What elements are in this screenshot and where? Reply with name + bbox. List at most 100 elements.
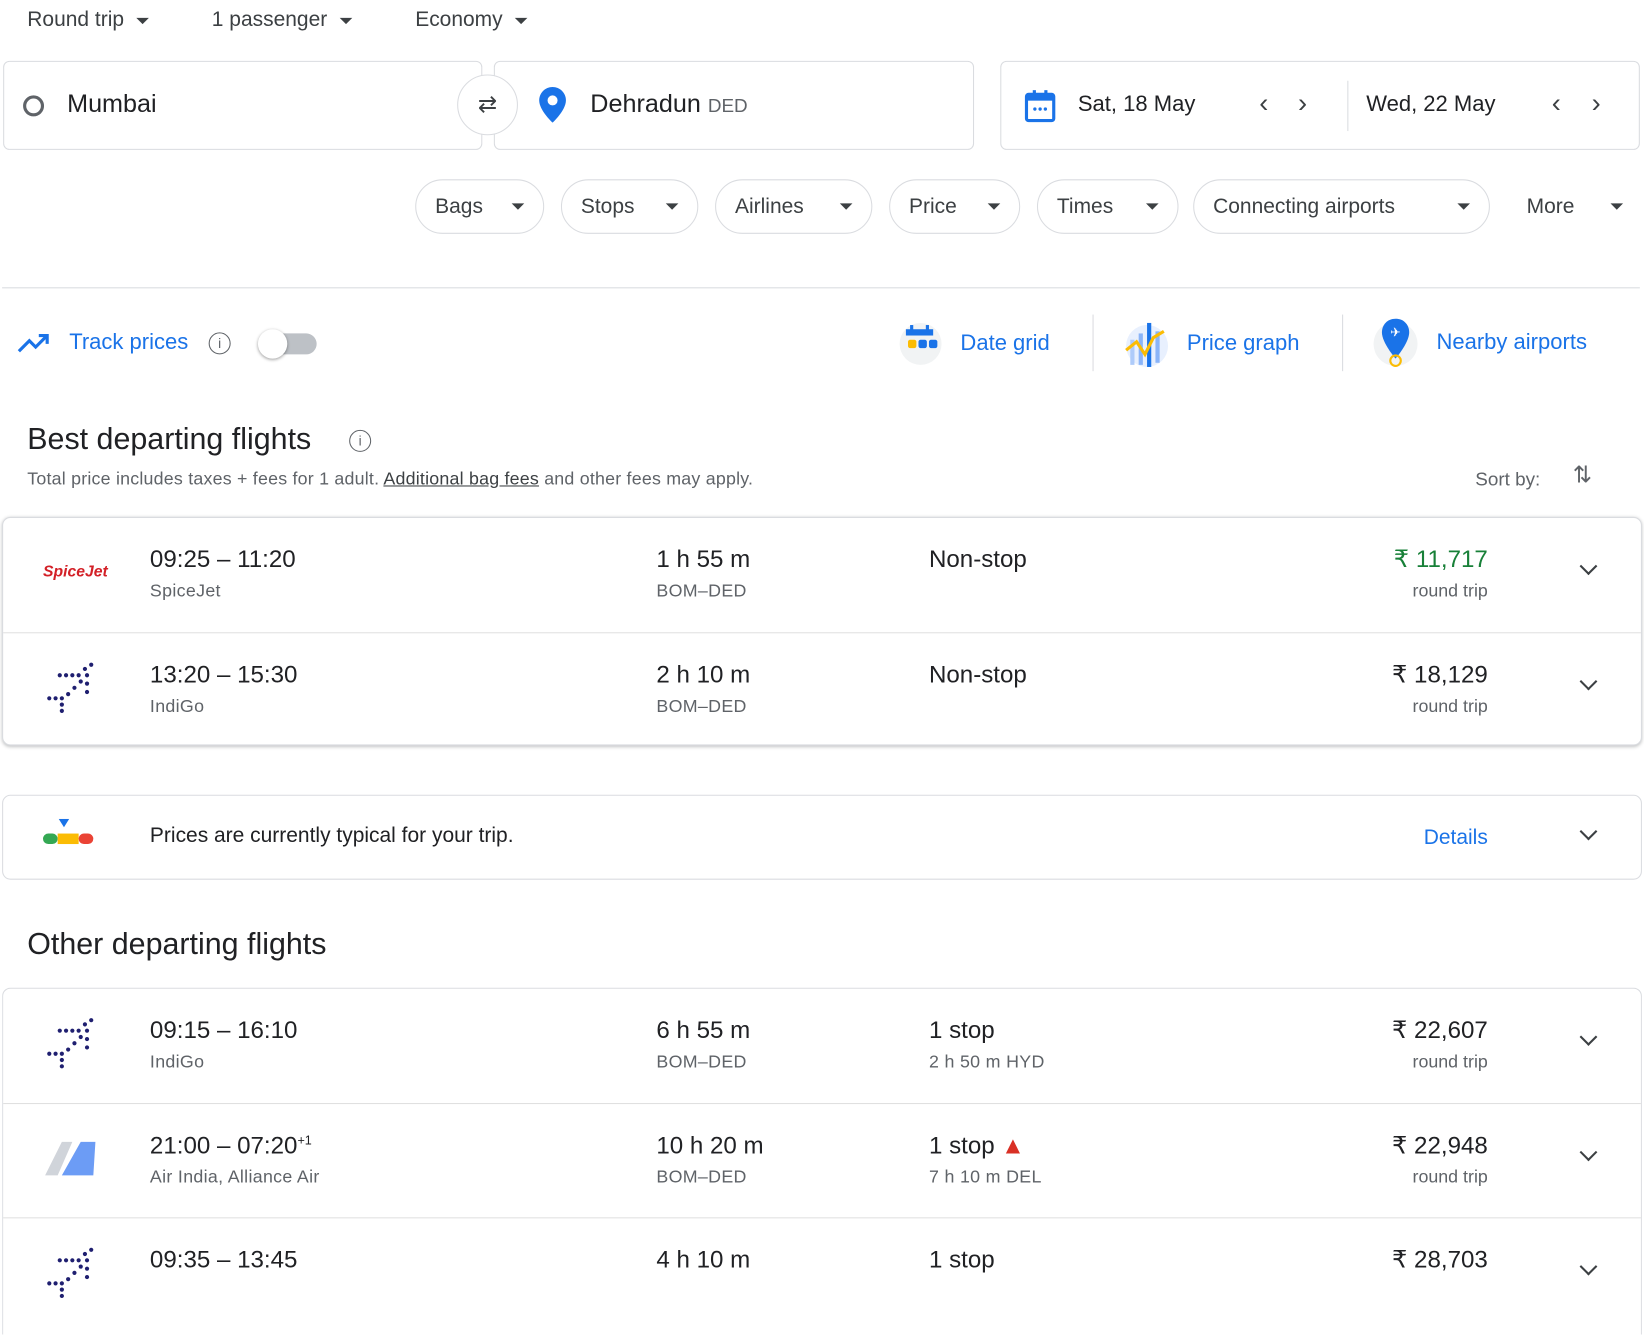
indigo-logo — [47, 662, 94, 713]
filter-times[interactable]: Times — [1036, 179, 1179, 234]
prev-depart-date-button[interactable]: ‹ — [1259, 87, 1269, 119]
filter-label: Stops — [580, 194, 635, 218]
track-prices-label: Track prices — [69, 330, 189, 355]
airline-name: SpiceJet — [149, 580, 221, 601]
flight-route: BOM–DED — [656, 1166, 747, 1187]
swap-button[interactable]: ⇄ — [457, 74, 518, 136]
date-grid-button[interactable]: Date grid — [898, 321, 1050, 367]
nearby-airports-button[interactable]: ✈ Nearby airports — [1371, 317, 1587, 369]
flight-price: ₹ 28,703 — [1392, 1245, 1488, 1273]
filter-label: Connecting airports — [1213, 194, 1395, 218]
price-graph-button[interactable]: Price graph — [1122, 319, 1300, 369]
sort-label: Sort by: — [1475, 468, 1541, 490]
swap-icon: ⇄ — [477, 91, 498, 118]
sort-button[interactable]: ⇅ — [1573, 461, 1592, 488]
filter-stops[interactable]: Stops — [560, 179, 699, 234]
flight-stops: 1 stop ▲ — [928, 1131, 1025, 1159]
prev-return-date-button[interactable]: ‹ — [1551, 87, 1561, 119]
warning-icon: ▲ — [1000, 1131, 1025, 1159]
filter-bags[interactable]: Bags — [415, 179, 545, 234]
note-text: Total price includes taxes + fees for 1 … — [27, 468, 384, 489]
indigo-logo — [47, 1247, 94, 1299]
flight-duration: 10 h 20 m — [656, 1131, 764, 1159]
flight-times: 21:00 – 07:20+1 — [149, 1131, 312, 1159]
caret-down-icon — [665, 203, 679, 210]
flight-row[interactable]: 13:20 – 15:30 IndiGo 2 h 10 m BOM–DED Non-st… — [3, 632, 1641, 746]
stop-detail: 7 h 10 m DEL — [928, 1166, 1042, 1187]
filter-label: Bags — [435, 194, 483, 218]
trending-up-icon — [17, 333, 49, 353]
passengers-label: 1 passenger — [211, 8, 328, 32]
caret-down-icon — [1146, 203, 1159, 210]
info-icon[interactable]: i — [208, 332, 231, 355]
location-pin-icon — [539, 87, 566, 123]
chevron-down-icon[interactable] — [1579, 672, 1598, 691]
chevron-down-icon[interactable] — [1579, 1143, 1598, 1162]
depart-date-value: Sat, 18 May — [1077, 92, 1196, 117]
flight-route: BOM–DED — [656, 1051, 747, 1072]
section-title-other: Other departing flights — [27, 927, 327, 962]
sort-icon: ⇅ — [1572, 461, 1593, 488]
svg-text:✈: ✈ — [1390, 326, 1401, 340]
filter-label: Airlines — [734, 194, 804, 218]
flight-price: ₹ 22,948 — [1392, 1131, 1488, 1159]
date-grid-icon — [899, 322, 942, 365]
flight-price: ₹ 22,607 — [1392, 1015, 1488, 1044]
filter-more[interactable]: More — [1507, 179, 1643, 234]
flight-duration: 2 h 10 m — [656, 660, 751, 688]
air-india-logo — [45, 1141, 96, 1176]
bag-fees-link[interactable]: Additional bag fees — [383, 468, 540, 489]
flight-stops: Non-stop — [928, 660, 1027, 688]
next-depart-date-button[interactable]: › — [1298, 87, 1308, 119]
flight-duration: 1 h 55 m — [656, 545, 751, 573]
caret-down-icon — [515, 17, 528, 24]
track-prices-toggle[interactable] — [257, 329, 317, 359]
price-note: round trip — [1412, 1166, 1488, 1187]
destination-field[interactable]: Dehradun DED — [493, 60, 975, 150]
chevron-down-icon[interactable] — [1579, 822, 1598, 841]
flight-row[interactable]: 09:35 – 13:45 4 h 10 m 1 stop ₹ 28,703 — [3, 1217, 1641, 1331]
indigo-logo — [47, 1018, 94, 1069]
next-return-date-button[interactable]: › — [1591, 87, 1601, 119]
divider — [2, 287, 1640, 289]
flight-route: BOM–DED — [656, 696, 747, 717]
filter-airlines[interactable]: Airlines — [715, 179, 873, 234]
passengers-select[interactable]: 1 passenger — [212, 8, 353, 32]
price-graph-icon — [1125, 322, 1169, 367]
caret-down-icon — [1610, 203, 1624, 210]
flight-row[interactable]: 09:15 – 16:10 IndiGo 6 h 55 m BOM–DED 1 stop… — [3, 989, 1641, 1102]
info-icon[interactable]: i — [349, 429, 372, 452]
flight-times: 13:20 – 15:30 — [149, 660, 298, 688]
chevron-down-icon[interactable] — [1579, 1028, 1598, 1046]
other-flights-list: 09:15 – 16:10 IndiGo 6 h 55 m BOM–DED 1 stop… — [2, 987, 1642, 1335]
chevron-down-icon[interactable] — [1579, 557, 1598, 576]
filter-connecting-airports[interactable]: Connecting airports — [1193, 179, 1490, 234]
details-link[interactable]: Details — [1423, 826, 1488, 850]
price-note: round trip — [1412, 580, 1488, 601]
flight-row[interactable]: 21:00 – 07:20+1 Air India, Alliance Air 10… — [3, 1103, 1641, 1217]
cabin-select[interactable]: Economy — [415, 8, 528, 32]
price-note: round trip — [1412, 1051, 1488, 1072]
insight-text: Prices are currently typical for your tr… — [149, 824, 514, 848]
caret-down-icon — [136, 17, 150, 24]
date-field[interactable]: Sat, 18 May ‹ › Wed, 22 May ‹ › — [1000, 60, 1640, 150]
chevron-down-icon[interactable] — [1579, 1257, 1598, 1276]
price-level-icon — [42, 818, 94, 845]
spicejet-logo: SpiceJet — [42, 563, 108, 581]
flight-row[interactable]: SpiceJet 09:25 – 11:20 SpiceJet 1 h 55 m BOM… — [3, 518, 1641, 631]
price-insight-card[interactable]: Prices are currently typical for your tr… — [2, 794, 1642, 880]
flight-times: 09:15 – 16:10 — [149, 1015, 298, 1044]
airline-name: Air India, Alliance Air — [149, 1166, 320, 1187]
trip-type-select[interactable]: Round trip — [27, 8, 150, 32]
flight-duration: 6 h 55 m — [656, 1015, 751, 1044]
caret-down-icon — [839, 203, 853, 210]
filter-price[interactable]: Price — [889, 179, 1021, 234]
destination-code: DED — [707, 95, 748, 117]
origin-field[interactable]: Mumbai — [3, 60, 483, 150]
airline-name: IndiGo — [149, 696, 205, 717]
best-flights-list: SpiceJet 09:25 – 11:20 SpiceJet 1 h 55 m BOM… — [2, 516, 1642, 746]
flight-price: ₹ 11,717 — [1393, 545, 1488, 573]
section-title-best: Best departing flights — [27, 422, 312, 457]
flight-route: BOM–DED — [656, 580, 747, 601]
return-date-value: Wed, 22 May — [1366, 92, 1496, 117]
